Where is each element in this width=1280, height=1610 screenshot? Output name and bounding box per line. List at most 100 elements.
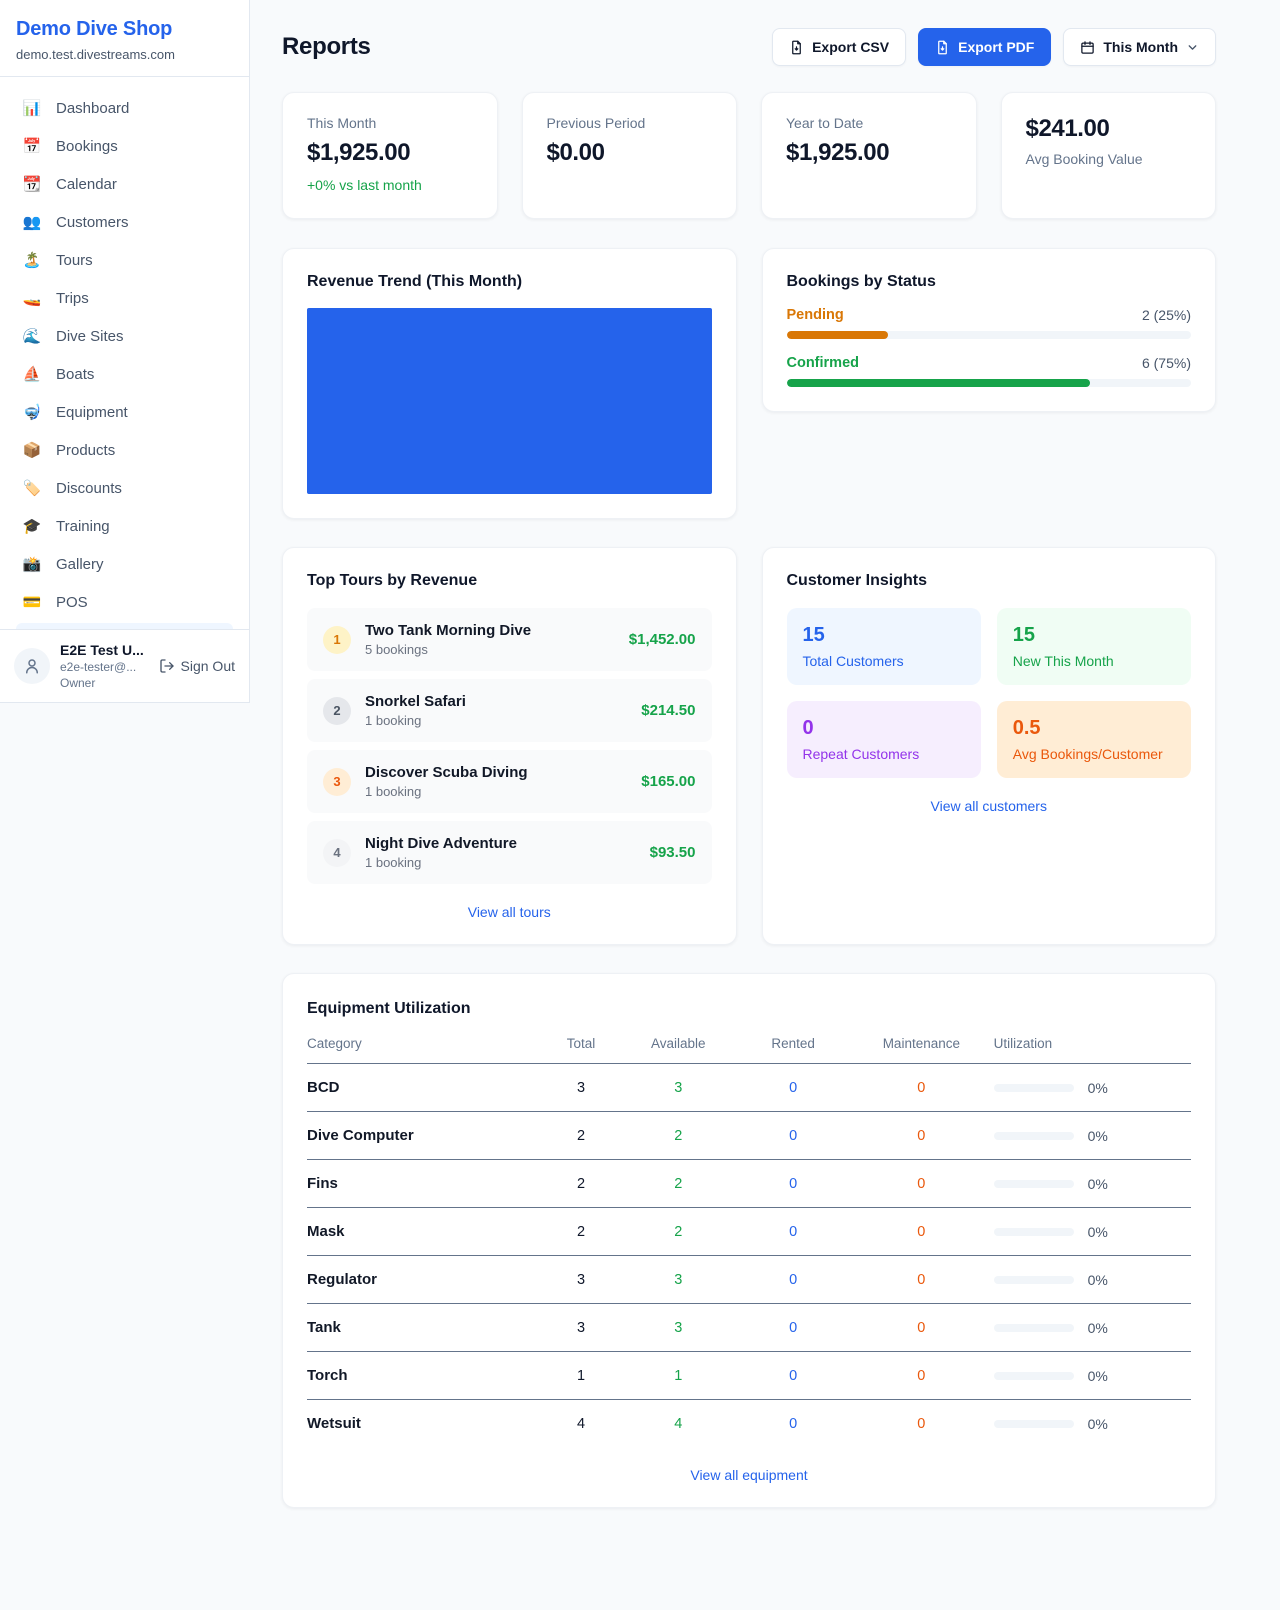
sidebar-item-label: Training <box>56 517 110 535</box>
export-pdf-button[interactable]: Export PDF <box>918 28 1052 66</box>
credit-card-icon: 💳 <box>22 593 42 611</box>
cell-total: 1 <box>536 1351 626 1400</box>
utilization-percent: 0% <box>1087 1079 1108 1096</box>
sidebar-item-trips[interactable]: 🚤 Trips <box>8 279 241 317</box>
sidebar-item-label: POS <box>56 593 88 611</box>
calendar-icon <box>1081 40 1095 54</box>
cell-total: 2 <box>536 1207 626 1256</box>
cell-category: Torch <box>307 1351 537 1400</box>
utilization-bar-track <box>993 1083 1074 1092</box>
stat-label: This Month <box>307 115 377 131</box>
cell-rented: 0 <box>731 1303 856 1352</box>
cell-available: 4 <box>674 1415 683 1432</box>
page-header: Reports Export CSV Export PDF This Month <box>282 28 1216 66</box>
rank-badge: 4 <box>323 838 351 867</box>
view-all-customers-link[interactable]: View all customers <box>930 798 1047 814</box>
export-pdf-label: Export PDF <box>958 39 1035 55</box>
sidebar-item-label: Boats <box>56 365 95 383</box>
cell-category: Regulator <box>307 1255 537 1304</box>
stat-card-this-month: This Month $1,925.00 +0% vs last month <box>282 92 498 219</box>
user-name: E2E Test U... <box>60 642 144 658</box>
cell-utilization: 0% <box>987 1303 1191 1352</box>
user-email: e2e-tester@... <box>60 660 137 674</box>
stat-card-previous-period: Previous Period $0.00 <box>521 92 737 219</box>
cell-rented: 0 <box>731 1255 856 1304</box>
cell-rented: 0 <box>731 1351 856 1400</box>
status-row-confirmed: Confirmed 6 (75%) <box>786 355 1191 387</box>
user-box: E2E Test U... e2e-tester@... Owner Sign … <box>0 629 249 702</box>
cell-available: 2 <box>625 1207 732 1256</box>
brand-box: Demo Dive Shop demo.test.divestreams.com <box>0 0 249 77</box>
sidebar-item-equipment[interactable]: 🤿 Equipment <box>8 393 241 431</box>
equipment-utilization-card: Equipment Utilization Category Total Ava… <box>282 973 1216 1508</box>
utilization-percent: 0% <box>1087 1367 1108 1384</box>
rank-badge: 3 <box>323 767 351 796</box>
utilization-bar-track <box>993 1179 1074 1188</box>
utilization-percent: 0% <box>1087 1271 1108 1288</box>
column-header-total: Total <box>536 1036 626 1064</box>
table-row: Dive Computer 2 2 0 0 0% <box>307 1111 1191 1160</box>
cell-available: 3 <box>625 1303 732 1352</box>
cell-category: Mask <box>307 1207 537 1256</box>
table-row: Mask 2 2 0 0 0% <box>307 1207 1191 1256</box>
tour-bookings: 1 booking <box>365 855 422 870</box>
export-csv-label: Export CSV <box>812 39 890 55</box>
shop-domain: demo.test.divestreams.com <box>16 47 175 62</box>
insight-label: Repeat Customers <box>802 746 920 762</box>
sidebar-item-discounts[interactable]: 🏷️ Discounts <box>8 469 241 507</box>
equipment-table: Category Total Available Rented Maintena… <box>307 1036 1191 1447</box>
pending-bar-fill <box>786 331 888 339</box>
sailboat-icon: ⛵ <box>22 365 42 383</box>
column-header-maintenance: Maintenance <box>855 1036 988 1064</box>
period-dropdown[interactable]: This Month <box>1063 28 1216 66</box>
sidebar-item-label: Products <box>56 441 116 459</box>
status-value: 6 (75%) <box>1141 355 1191 371</box>
cell-rented: 0 <box>731 1111 856 1160</box>
customer-insights-card: Customer Insights 15 Total Customers 15 … <box>761 547 1216 945</box>
graduation-cap-icon: 🎓 <box>22 517 42 535</box>
cell-available: 3 <box>625 1255 732 1304</box>
sidebar-item-label: Bookings <box>56 137 118 155</box>
rank-badge: 2 <box>323 696 351 725</box>
tour-row: 1 Two Tank Morning Dive 5 bookings $1,452… <box>307 608 712 671</box>
column-header-rented: Rented <box>731 1036 856 1064</box>
insight-label: New This Month <box>1012 653 1114 669</box>
cell-available: 3 <box>625 1063 732 1112</box>
table-row: Fins 2 2 0 0 0% <box>307 1159 1191 1208</box>
cell-total: 3 <box>536 1063 626 1112</box>
stats-grid: This Month $1,925.00 +0% vs last month P… <box>282 92 1216 219</box>
cell-total: 2 <box>536 1111 626 1160</box>
sidebar-item-customers[interactable]: 👥 Customers <box>8 203 241 241</box>
utilization-bar-track <box>993 1131 1074 1140</box>
cell-maintenance: 0 <box>855 1207 988 1256</box>
cell-category: Dive Computer <box>307 1111 537 1160</box>
export-csv-button[interactable]: Export CSV <box>772 28 907 66</box>
table-row: Tank 3 3 0 0 0% <box>307 1303 1191 1352</box>
sidebar-item-calendar[interactable]: 📆 Calendar <box>8 165 241 203</box>
island-icon: 🏝️ <box>22 251 42 269</box>
cell-maintenance: 0 <box>855 1159 988 1208</box>
sidebar-item-label: Trips <box>56 289 89 307</box>
sign-out-button[interactable]: Sign Out <box>159 658 235 674</box>
view-all-tours-link[interactable]: View all tours <box>467 904 551 920</box>
cell-maintenance: 0 <box>917 1415 926 1432</box>
equipment-utilization-title: Equipment Utilization <box>307 1000 471 1017</box>
sidebar-item-boats[interactable]: ⛵ Boats <box>8 355 241 393</box>
sidebar-item-training[interactable]: 🎓 Training <box>8 507 241 545</box>
stat-value: $1,925.00 <box>786 139 890 166</box>
sidebar-item-active-partial[interactable] <box>16 623 233 629</box>
sidebar-item-pos[interactable]: 💳 POS <box>8 583 241 621</box>
top-tours-card: Top Tours by Revenue 1 Two Tank Morning … <box>282 547 737 945</box>
utilization-percent: 0% <box>1087 1127 1108 1144</box>
sidebar-item-bookings[interactable]: 📅 Bookings <box>8 127 241 165</box>
cell-rented: 0 <box>731 1063 856 1112</box>
sidebar-item-dive-sites[interactable]: 🌊 Dive Sites <box>8 317 241 355</box>
sidebar-item-label: Equipment <box>56 403 128 421</box>
sidebar-item-products[interactable]: 📦 Products <box>8 431 241 469</box>
sidebar-item-gallery[interactable]: 📸 Gallery <box>8 545 241 583</box>
cell-utilization: 0% <box>987 1111 1191 1160</box>
stat-delta: +0% vs last month <box>307 177 422 193</box>
view-all-equipment-link[interactable]: View all equipment <box>690 1467 808 1483</box>
sidebar-item-tours[interactable]: 🏝️ Tours <box>8 241 241 279</box>
sidebar-item-dashboard[interactable]: 📊 Dashboard <box>8 89 241 127</box>
